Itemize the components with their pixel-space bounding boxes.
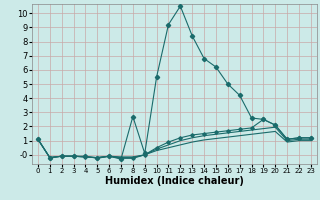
X-axis label: Humidex (Indice chaleur): Humidex (Indice chaleur) (105, 176, 244, 186)
